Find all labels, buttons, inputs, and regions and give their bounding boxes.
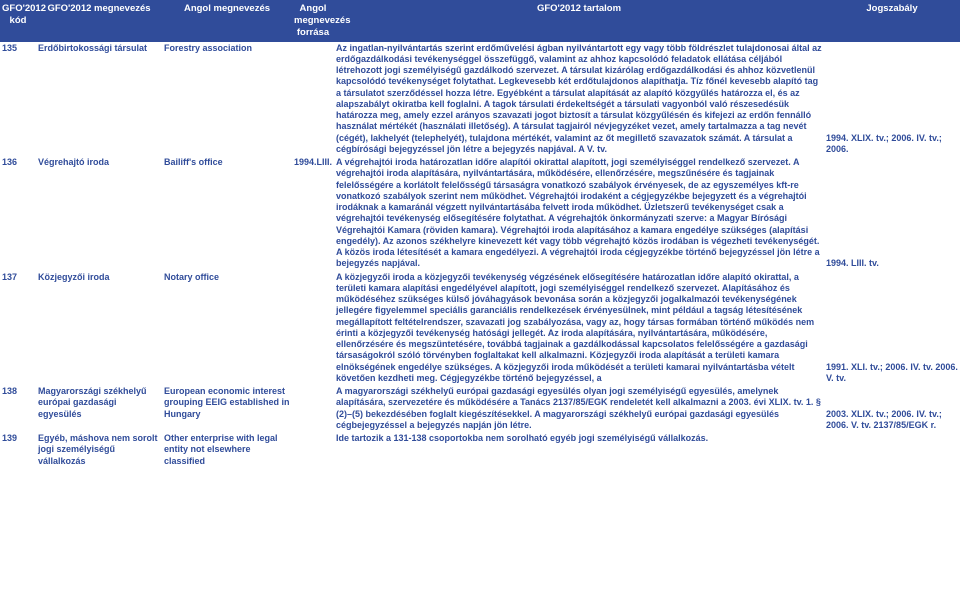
cell-kod: 135 (0, 42, 36, 157)
cell-eng: Notary office (162, 271, 292, 386)
cell-tart: Ide tartozik a 131-138 csoportokba nem s… (334, 432, 824, 468)
col-header-jog: Jogszabály (824, 0, 960, 42)
cell-jog: 1994. LIII. tv. (824, 156, 960, 271)
cell-eng: Forestry association (162, 42, 292, 157)
cell-eng: Bailiff's office (162, 156, 292, 271)
cell-jog: 2003. XLIX. tv.; 2006. IV. tv.; 2006. V.… (824, 385, 960, 432)
cell-hun: Egyéb, máshova nem sorolt jogi személyis… (36, 432, 162, 468)
cell-eng: Other enterprise with legal entity not e… (162, 432, 292, 468)
cell-hun: Erdőbirtokossági társulat (36, 42, 162, 157)
col-header-kod: GFO'2012 kód (0, 0, 36, 42)
cell-kod: 137 (0, 271, 36, 386)
cell-src (292, 432, 334, 468)
cell-hun: Végrehajtó iroda (36, 156, 162, 271)
cell-hun: Magyarországi székhelyű európai gazdaság… (36, 385, 162, 432)
col-header-hun: GFO'2012 megnevezés (36, 0, 162, 42)
table-row: 137 Közjegyzői iroda Notary office A köz… (0, 271, 960, 386)
cell-tart: A közjegyzői iroda a közjegyzői tevékeny… (334, 271, 824, 386)
gfo-table: GFO'2012 kód GFO'2012 megnevezés Angol m… (0, 0, 960, 468)
cell-jog (824, 432, 960, 468)
cell-kod: 138 (0, 385, 36, 432)
cell-eng: European economic interest grouping EEIG… (162, 385, 292, 432)
cell-tart: A végrehajtói iroda határozatlan időre a… (334, 156, 824, 271)
cell-kod: 139 (0, 432, 36, 468)
cell-src (292, 385, 334, 432)
col-header-tart: GFO'2012 tartalom (334, 0, 824, 42)
table-row: 138 Magyarországi székhelyű európai gazd… (0, 385, 960, 432)
cell-tart: A magyarországi székhelyű európai gazdas… (334, 385, 824, 432)
cell-tart: Az ingatlan-nyilvántartás szerint erdőmű… (334, 42, 824, 157)
col-header-eng: Angol megnevezés (162, 0, 292, 42)
cell-jog: 1991. XLI. tv.; 2006. IV. tv. 2006. V. t… (824, 271, 960, 386)
cell-src: 1994.LIII. (292, 156, 334, 271)
table-row: 139 Egyéb, máshova nem sorolt jogi szemé… (0, 432, 960, 468)
cell-src (292, 271, 334, 386)
col-header-src: Angol megnevezés forrása (292, 0, 334, 42)
table-row: 135 Erdőbirtokossági társulat Forestry a… (0, 42, 960, 157)
table-row: 136 Végrehajtó iroda Bailiff's office 19… (0, 156, 960, 271)
table-header: GFO'2012 kód GFO'2012 megnevezés Angol m… (0, 0, 960, 42)
cell-jog: 1994. XLIX. tv.; 2006. IV. tv.; 2006. (824, 42, 960, 157)
cell-hun: Közjegyzői iroda (36, 271, 162, 386)
table-body: 135 Erdőbirtokossági társulat Forestry a… (0, 42, 960, 468)
cell-src (292, 42, 334, 157)
cell-kod: 136 (0, 156, 36, 271)
